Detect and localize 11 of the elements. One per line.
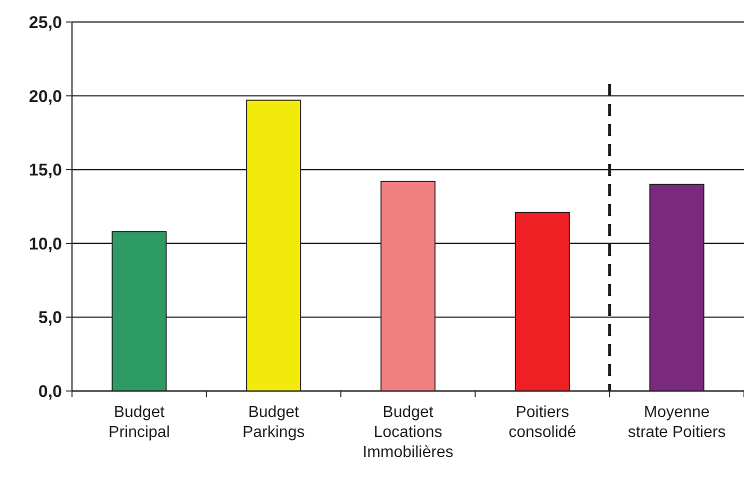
y-tick-label: 15,0 bbox=[28, 160, 62, 180]
x-tick-label: Poitiers consolidé bbox=[508, 404, 576, 441]
y-tick-label: 25,0 bbox=[28, 12, 62, 32]
x-tick-label: Budget Principal bbox=[108, 404, 170, 441]
y-tick-label: 20,0 bbox=[28, 86, 62, 106]
x-tick-label: Budget Locations Immobilières bbox=[362, 404, 454, 461]
x-tick-label: Moyenne strate Poitiers bbox=[628, 404, 726, 441]
x-tick-label: Budget Parkings bbox=[242, 404, 305, 441]
y-tick-label: 5,0 bbox=[38, 308, 62, 328]
y-tick-label: 10,0 bbox=[28, 234, 62, 254]
y-tick-label: 0,0 bbox=[38, 382, 62, 401]
